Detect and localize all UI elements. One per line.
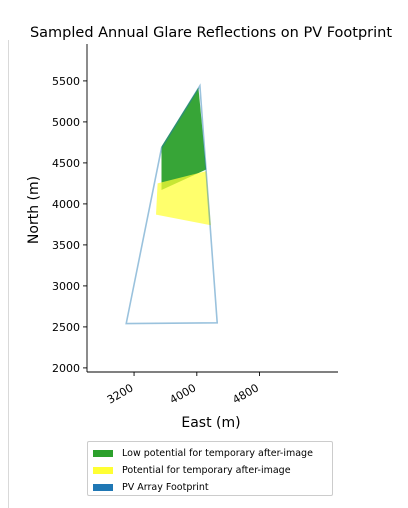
- legend-item-pv-footprint: PV Array Footprint: [88, 479, 332, 496]
- plot-area: [125, 83, 219, 325]
- glare-region-potential: [156, 171, 211, 226]
- y-tick-label: 3000: [52, 280, 80, 293]
- y-tick-label: 4000: [52, 198, 80, 211]
- y-tick-label: 2000: [52, 362, 80, 375]
- legend: Low potential for temporary after-image …: [87, 441, 333, 496]
- legend-label-low-potential: Low potential for temporary after-image: [122, 448, 313, 459]
- chart: Sampled Annual Glare Reflections on PV F…: [26, 25, 392, 431]
- y-tick-label: 4500: [52, 157, 80, 170]
- glare-region-low-potential: [161, 87, 207, 190]
- legend-swatch-potential: [93, 467, 113, 474]
- legend-swatch-pv-footprint: [93, 484, 113, 491]
- x-tick-label: 4000: [168, 381, 199, 406]
- panel-left-border: [8, 40, 9, 508]
- y-tick-label: 3500: [52, 239, 80, 252]
- legend-label-pv-footprint: PV Array Footprint: [122, 482, 209, 493]
- chart-title: Sampled Annual Glare Reflections on PV F…: [30, 25, 392, 41]
- x-axis-label: East (m): [181, 415, 240, 431]
- x-tick-label: 3200: [105, 381, 136, 406]
- legend-item-low-potential: Low potential for temporary after-image: [88, 445, 332, 462]
- pv-array-footprint: [125, 83, 219, 325]
- y-tick-label: 5500: [52, 75, 80, 88]
- y-axis-label: North (m): [26, 176, 42, 244]
- legend-swatch-low-potential: [93, 450, 113, 457]
- legend-item-potential: Potential for temporary after-image: [88, 462, 332, 479]
- y-tick-label: 5000: [52, 116, 80, 129]
- x-tick-label: 4800: [230, 381, 261, 406]
- legend-label-potential: Potential for temporary after-image: [122, 465, 291, 476]
- y-tick-label: 2500: [52, 321, 80, 334]
